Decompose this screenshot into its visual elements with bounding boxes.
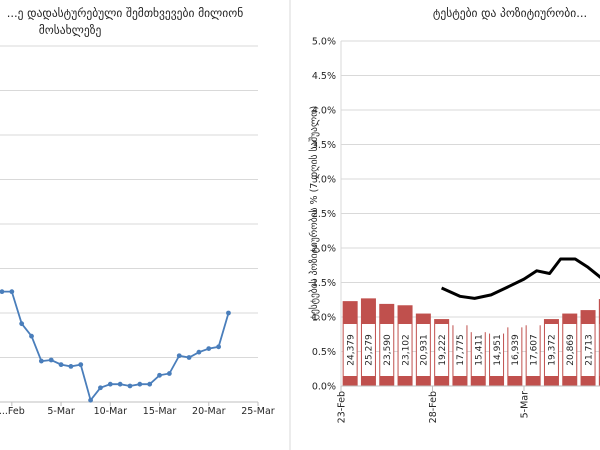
right-chart-title: ტესტები და პოზიტიურობი... (433, 6, 587, 20)
right-y-tick-label: 4.5% (312, 71, 336, 82)
right-bar-label-box (416, 324, 430, 376)
left-series-point (186, 355, 192, 360)
left-series-point (226, 310, 231, 316)
left-series-point (176, 353, 182, 359)
left-series-point (58, 362, 64, 368)
left-series-point (38, 358, 44, 364)
left-chart-gridlines (0, 45, 258, 403)
right-bar-label-box (453, 324, 467, 376)
left-chart-x-axis (0, 401, 259, 406)
left-x-tick-label: 20-Mar (192, 406, 226, 417)
right-x-tick-label: 23-Feb (337, 391, 348, 423)
right-bar-label-box (490, 324, 504, 376)
right-chart-y-axis-label: ტესტების პოზიტიურობის % (7 დღის საშუალო) (309, 106, 320, 321)
left-series-point (29, 333, 34, 339)
left-chart: ...ე დადასტურებული შემთხვევები მილიონ მო… (0, 6, 275, 417)
right-bar-label-box (471, 324, 485, 376)
right-bar-label: 21,713 (584, 334, 594, 366)
right-x-tick-label: 5-Mar (520, 391, 531, 418)
left-x-tick-label: 10-Mar (94, 406, 128, 417)
left-series-point (78, 362, 84, 368)
left-chart-title-line-1: ...ე დადასტურებული შემთხვევები მილიონ (7, 6, 244, 20)
right-chart-x-axis (340, 41, 600, 391)
right-bar-label-box (526, 324, 540, 376)
right-bar-label-box (398, 324, 412, 376)
right-y-tick-label: 0.0% (312, 382, 336, 393)
left-series-point (157, 372, 162, 378)
left-series-point (147, 381, 153, 387)
left-series-point (68, 364, 74, 369)
right-bar-label: 17,775 (456, 334, 466, 366)
right-positivity-line (440, 257, 600, 300)
left-series-point (48, 357, 54, 363)
right-bar (598, 299, 600, 386)
right-bar-label-box (508, 324, 522, 376)
right-y-tick-label: 4.0% (312, 106, 336, 117)
left-x-tick-label: 25-Mar (241, 406, 275, 417)
left-series-point (19, 321, 25, 327)
left-series-point (9, 289, 15, 295)
right-bar-label: 20,931 (420, 334, 430, 366)
right-y-tick-label: 3.0% (312, 175, 336, 186)
right-bar-label: 14,951 (493, 334, 503, 366)
right-x-tick-label: 28-Feb (428, 391, 439, 423)
left-x-tick-label: 5-Mar (47, 406, 74, 417)
left-series-point (216, 344, 222, 350)
left-series-point (127, 383, 133, 389)
right-bar-label: 17,607 (529, 334, 539, 366)
right-bar-label-box (581, 324, 595, 376)
right-chart-positivity-line (440, 257, 600, 300)
left-series-point (107, 381, 113, 387)
right-bar-label-box (343, 324, 357, 376)
right-y-tick-label: 2.0% (312, 244, 336, 255)
right-y-tick-label: 1.0% (312, 313, 336, 324)
right-bar-label: 20,869 (566, 334, 576, 366)
left-series-point (88, 397, 93, 403)
right-bar-label: 19,222 (438, 334, 448, 366)
right-bar-label: 23,102 (401, 334, 411, 366)
right-chart-y-tick-labels: 0.0% 0.5% 1.0% 1.5% 2.0% 2.5% 3.0% 3.5% 4.0% 4.5%… (312, 37, 336, 393)
right-y-tick-label: 0.5% (312, 347, 336, 358)
right-bar-label: 25,279 (365, 334, 375, 366)
left-series-point (196, 349, 202, 355)
right-chart: ტესტები და პოზიტიურობი... ტესტების პოზიტ… (309, 6, 600, 423)
left-x-tick-label: ...Feb (0, 406, 25, 417)
right-bar-label: 23,590 (383, 334, 393, 366)
left-series-point (166, 371, 172, 376)
left-x-tick-label: 15-Mar (143, 406, 177, 417)
right-bar-label-box (435, 324, 449, 376)
left-series-point (137, 381, 143, 387)
right-bar-label: 19,372 (548, 334, 558, 366)
left-series-point (117, 381, 123, 387)
left-chart-series (0, 289, 231, 403)
right-y-tick-label: 2.5% (312, 209, 336, 220)
right-chart-bar-labels: 24,379 25,279 23,590 23,102 20,931 19,222 17,7… (343, 324, 600, 376)
left-series-line (2, 290, 230, 403)
left-series-point (206, 346, 212, 351)
right-y-tick-label: 1.5% (312, 278, 336, 289)
right-bar-label: 16,939 (511, 334, 521, 366)
right-bar-label: 15,411 (474, 334, 484, 366)
right-bar-label-box (563, 324, 577, 376)
left-series-point (98, 385, 103, 391)
right-bar-label-box (544, 324, 558, 376)
right-y-tick-label: 3.5% (312, 140, 336, 151)
right-y-tick-label: 5.0% (312, 37, 336, 48)
right-bar-label-box (361, 324, 375, 376)
left-chart-title-line-2: მოსახლეზე (39, 23, 102, 37)
right-bar-label: 24,379 (346, 334, 356, 366)
left-chart-x-tick-labels: ...Feb 5-Mar 10-Mar 15-Mar 20-Mar 25-Mar (0, 406, 275, 417)
right-bar-label-box (380, 324, 394, 376)
left-series-point (0, 289, 5, 295)
